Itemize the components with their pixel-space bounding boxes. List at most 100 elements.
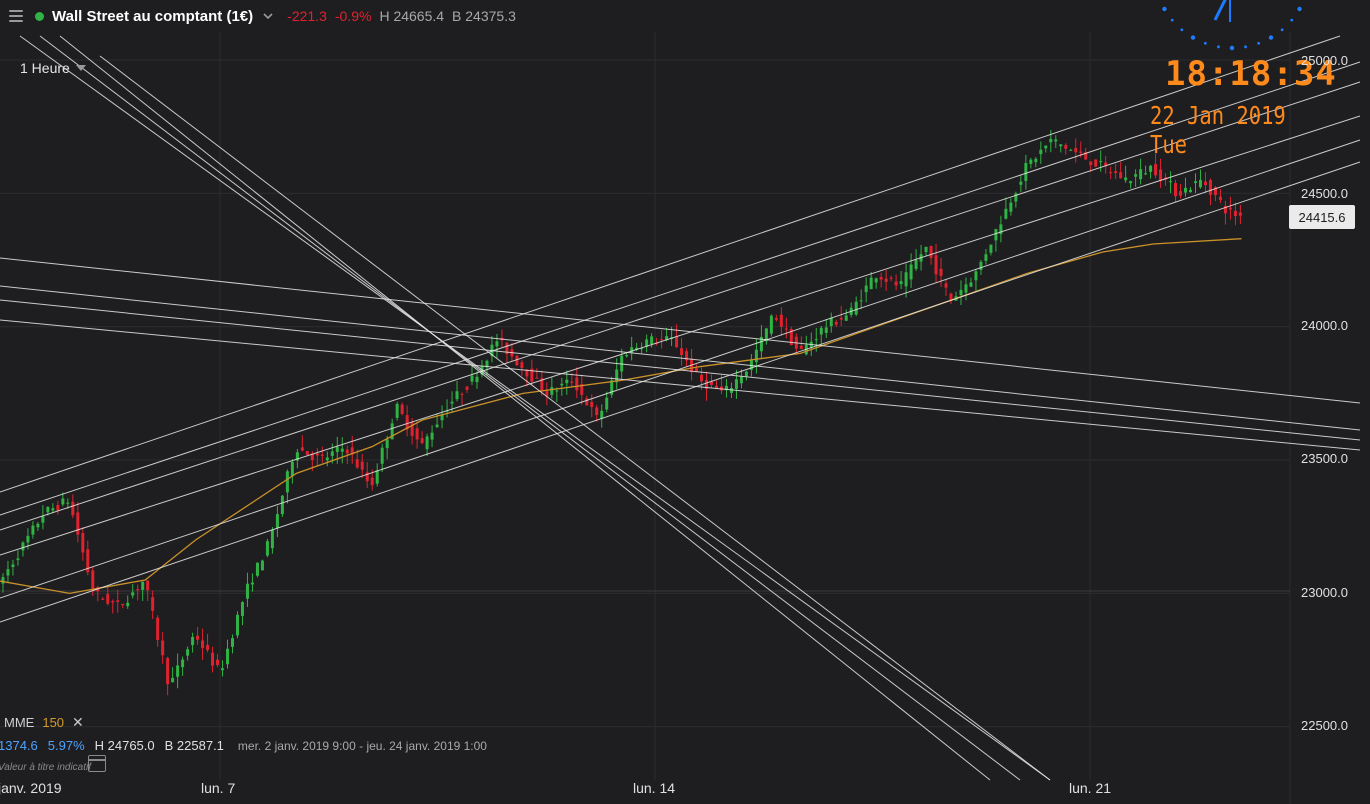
candles [1, 130, 1242, 696]
candle-body [400, 404, 404, 414]
timeframe-selector[interactable]: 1 Heure [20, 60, 86, 76]
candle-body [226, 648, 230, 665]
candle-body [340, 448, 344, 452]
candle-body [250, 582, 254, 585]
x-tick-label: lun. 14 [633, 780, 676, 796]
candle-body [630, 347, 634, 353]
candle-body [131, 592, 135, 596]
candle-body [260, 560, 264, 571]
candle-body [235, 614, 239, 636]
menu-icon[interactable] [9, 10, 23, 22]
chevron-down-icon[interactable] [263, 11, 273, 21]
candle-body [176, 665, 180, 677]
candle-body [710, 381, 714, 385]
clock-tick [1268, 35, 1274, 40]
candle-body [206, 644, 210, 650]
candle-body [101, 598, 105, 600]
candle-body [171, 677, 175, 683]
candle-body [420, 438, 424, 444]
trendline [0, 299, 1361, 441]
candle-body [1198, 179, 1202, 188]
candle-body [1119, 172, 1123, 179]
candle-body [799, 345, 803, 350]
range-change-pct: 5.97% [47, 738, 85, 753]
candle-body [81, 533, 85, 553]
candle-body [270, 529, 274, 549]
candle-body [909, 264, 913, 280]
candle-body [435, 424, 439, 428]
candle-body [1218, 196, 1222, 201]
candle-body [1094, 159, 1098, 167]
clock-tick [1230, 46, 1234, 50]
candle-body [610, 380, 614, 395]
candle-body [545, 391, 549, 397]
candle-body [1049, 138, 1053, 143]
candle-body [310, 453, 314, 460]
candle-body [819, 327, 823, 335]
candle-body [505, 342, 509, 355]
candle-body [994, 229, 998, 241]
candle-body [1064, 145, 1068, 149]
trendline [0, 35, 1341, 493]
candle-body [280, 495, 284, 515]
candle-body [949, 293, 953, 301]
candle-body [1039, 149, 1043, 155]
indicator-name: MME [4, 715, 35, 730]
chart-header: Wall Street au comptant (1€) -221.3 -0.9… [0, 0, 1160, 32]
instrument-name[interactable]: Wall Street au comptant (1€) [52, 7, 254, 25]
candle-body [889, 277, 893, 279]
candle-body [979, 261, 983, 270]
trendline [0, 285, 1361, 431]
candle-body [814, 339, 818, 341]
candle-body [695, 368, 699, 372]
candle-body [1024, 162, 1028, 181]
clock-tick [1162, 6, 1167, 12]
clock-tick [1257, 41, 1261, 45]
candle-body [211, 652, 215, 666]
y-tick-label: 24000.0 [1301, 318, 1348, 333]
candle-body [1009, 202, 1013, 212]
candle-body [874, 278, 878, 283]
candle-body [595, 407, 599, 415]
candle-body [156, 617, 160, 640]
remove-indicator-icon[interactable]: ✕ [72, 714, 84, 730]
y-tick-label: 24500.0 [1301, 186, 1348, 201]
candle-body [450, 401, 454, 404]
clock-tick [1217, 45, 1220, 49]
clock-date: 22 Jan 2019 Tue [1150, 101, 1286, 159]
range-change: 1374.6 [0, 738, 38, 753]
calendar-icon[interactable] [88, 755, 106, 772]
candle-body [360, 461, 364, 470]
candle-body [126, 602, 130, 607]
candle-body [415, 428, 419, 440]
candle-body [515, 355, 519, 366]
date-range: mer. 2 janv. 2019 9:00 - jeu. 24 janv. 2… [237, 738, 487, 753]
candle-body [1104, 162, 1108, 167]
candle-body [1134, 174, 1138, 177]
clock-hand [1213, 0, 1227, 21]
candle-body [899, 281, 903, 285]
range-high: H 24765.0 [94, 738, 155, 753]
candle-body [784, 328, 788, 330]
trendline [0, 319, 1361, 451]
candle-body [201, 640, 205, 648]
candle-body [734, 379, 738, 389]
candle-body [774, 317, 778, 320]
candle-body [989, 244, 993, 253]
candle-body [121, 603, 125, 606]
candle-body [335, 447, 339, 452]
candle-body [71, 501, 75, 516]
candle-body [455, 391, 459, 400]
candle-body [565, 379, 569, 384]
candle-body [645, 339, 649, 347]
candle-body [370, 477, 374, 486]
candle-body [315, 453, 319, 456]
candle-body [580, 384, 584, 395]
candle-body [1034, 158, 1038, 163]
candle-body [1179, 191, 1183, 196]
candle-body [91, 570, 95, 592]
clock-dial [1162, 0, 1302, 51]
candle-body [151, 597, 155, 611]
candle-body [640, 348, 644, 350]
